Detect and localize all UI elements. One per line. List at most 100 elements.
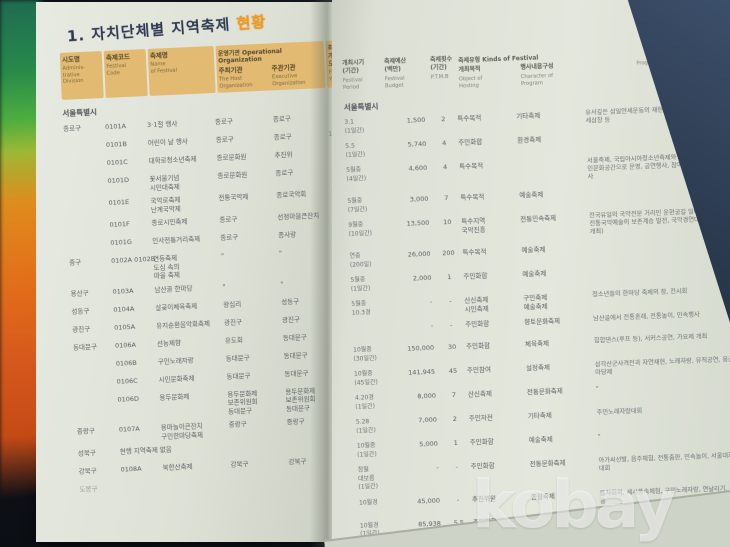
right-cell-character: 예술축제 <box>519 190 544 200</box>
right-cell-purpose: 주민화합 <box>465 341 491 351</box>
right-cell-times: - <box>448 296 452 306</box>
right-cell-times: - <box>449 320 453 330</box>
left-cell-code: 0103A <box>112 286 134 296</box>
right-cell-budget: 150,000 <box>407 343 435 353</box>
left-table-header: 시도명 Adminis- trative Division 축제코드 Festi… <box>59 39 332 100</box>
header-budget-en: Festival Budget <box>384 75 405 89</box>
left-cell-name: 유지순환음악회축제 <box>155 318 211 330</box>
left-cell-name: 종로시민축제 <box>151 217 188 227</box>
right-cell-budget: 13,500 <box>406 218 430 228</box>
left-cell-name: 구민노래자랑 <box>157 355 194 366</box>
left-cell-district: 도봉구 <box>79 484 98 494</box>
left-cell-district <box>74 359 117 374</box>
right-cell-period: 10월경 <box>358 498 378 507</box>
right-cell-times: 7 <box>444 194 449 203</box>
left-cell-name: 대학로청소년축제 <box>148 154 197 166</box>
left-cell-district <box>74 377 117 392</box>
header-host-org: 주최기관 The Host Organization <box>218 64 270 90</box>
left-cell-host <box>231 476 290 492</box>
left-cell-name: 3·1절 행사 <box>146 119 178 130</box>
left-cell-district: 중구 <box>69 258 82 267</box>
left-cell-district: 용산구 <box>70 288 89 298</box>
left-cell-name: 꽃서울기념 시민대축제 <box>149 173 180 192</box>
left-cell-host: 동대문구 <box>225 353 250 363</box>
header-times-ko: 축제횟수 (기간) <box>429 55 453 72</box>
right-cell-budget: 141,945 <box>408 367 436 377</box>
header-purpose-en: Object of Hosting <box>458 75 483 90</box>
header-budget: 축제예산 (백만) Festival Budget <box>384 57 429 93</box>
left-cell-name: 연등축제 도심 속의 마을 축제 <box>152 253 181 280</box>
left-cell-code <box>121 482 164 497</box>
left-cell-district <box>67 221 110 236</box>
right-cell-character: 전통민속축제 <box>520 213 557 224</box>
left-cell-district: 강북구 <box>78 466 97 476</box>
header-host-en: The Host Organization <box>218 75 253 90</box>
left-cell-code: 0106A <box>114 340 137 350</box>
right-cell-purpose: 주민화합 <box>458 137 483 147</box>
header-festival-name-ko: 축제명 <box>149 51 169 60</box>
left-cell-host: 동대문구 <box>226 371 251 381</box>
title-text: 자치단체별 지역축제 <box>90 15 232 44</box>
right-cell-purpose: 특수목적 <box>457 113 482 123</box>
header-times: 축제횟수 (기간) P.T.M.B <box>430 56 457 91</box>
right-cell-budget: 1,500 <box>406 115 426 125</box>
kobay-watermark: kobay <box>472 466 676 543</box>
left-cell-host: 유도회 <box>224 335 243 345</box>
left-page: 1. 자치단체별 지역축제 현황 시도명 Adminis- trative Di… <box>36 2 332 542</box>
right-cell-times: 30 <box>447 342 457 352</box>
left-cell-host: " <box>220 251 225 260</box>
right-cell-budget: - <box>436 463 439 472</box>
left-cell-code: 0101G <box>110 237 133 247</box>
left-cell-code: 0101A <box>104 122 127 131</box>
right-cell-purpose: 주민화합 <box>465 319 490 329</box>
header-group-label: 운영기관 Operational Organization <box>217 47 283 65</box>
right-cell-period: 5월중 10.3경 <box>351 300 371 317</box>
right-cell-times: 10 <box>443 217 452 227</box>
right-cell-purpose: 주민화합 <box>463 271 488 281</box>
right-cell-times: 1 <box>453 438 458 447</box>
header-code-en: Festival Code <box>106 62 127 77</box>
left-cell-name: 북한산축제 <box>162 462 193 472</box>
left-cell-code: 0106C <box>116 376 138 386</box>
left-cell-host: 강북구 <box>230 459 249 469</box>
right-cell-times: - <box>455 462 459 471</box>
left-cell-code: 0106B <box>115 358 137 368</box>
left-cell-host: 용두문화제 보존위원회 동대문구 <box>227 388 258 416</box>
right-cell-budget: 7,000 <box>418 415 438 425</box>
right-cell-program: 전국유일의 국악전문 거리인 운현궁길 일대에서 국악의 대중화, 전통국악예술… <box>589 207 730 236</box>
header-character-en: Character of Program <box>520 72 554 87</box>
header-district-ko: 시도명 <box>61 55 81 64</box>
header-budget-ko: 축제예산 (백만) <box>383 57 407 74</box>
right-cell-times: 1 <box>447 272 452 282</box>
left-cell-code: 0102A 0102B <box>110 254 156 265</box>
left-cell-host: 광진구 <box>223 317 243 327</box>
right-cell-budget: 3,000 <box>409 194 429 204</box>
left-cell-district <box>64 141 107 156</box>
header-period: 개최시기 (기간) Festival Period <box>342 58 383 94</box>
left-cell-host: " <box>222 282 226 291</box>
left-cell-district: 성북구 <box>77 448 96 458</box>
left-cell-code: 0107A <box>118 424 140 434</box>
right-cell-period: 10월중 (45일간) <box>353 370 378 387</box>
right-cell-purpose: 주민자전 <box>468 413 493 423</box>
left-cell-district: 종로구 <box>62 124 82 133</box>
header-purpose: 개최목적 Object of Hosting <box>458 64 519 89</box>
right-cell-budget: 4,600 <box>408 163 428 173</box>
right-cell-budget: - <box>430 321 434 330</box>
right-cell-program <box>586 127 730 150</box>
left-cell-name: 용두문화제 <box>159 391 190 402</box>
header-district-en: Adminis- trative Division <box>62 64 86 85</box>
right-cell-character: 예술축제 <box>522 269 547 279</box>
header-program: 축제행사내용 Program of Festival <box>582 45 730 85</box>
left-cell-name: 선농제향 <box>156 338 182 348</box>
right-cell-program: 남산골에서 전통혼례, 전통놀이, 민속행사 <box>592 311 700 323</box>
left-cell-code: 0101E <box>108 197 130 207</box>
right-cell-times: 2 <box>452 414 458 424</box>
left-cell-code: 0101F <box>109 219 130 229</box>
left-cell-district <box>75 395 118 422</box>
right-cell-character <box>518 158 585 185</box>
header-kinds-group: 축제유형 Kinds of Festival 개최목적 Object of Ho… <box>458 51 581 90</box>
right-cell-character: 기타축제 <box>516 111 541 121</box>
right-cell-budget: 45,000 <box>417 496 441 505</box>
